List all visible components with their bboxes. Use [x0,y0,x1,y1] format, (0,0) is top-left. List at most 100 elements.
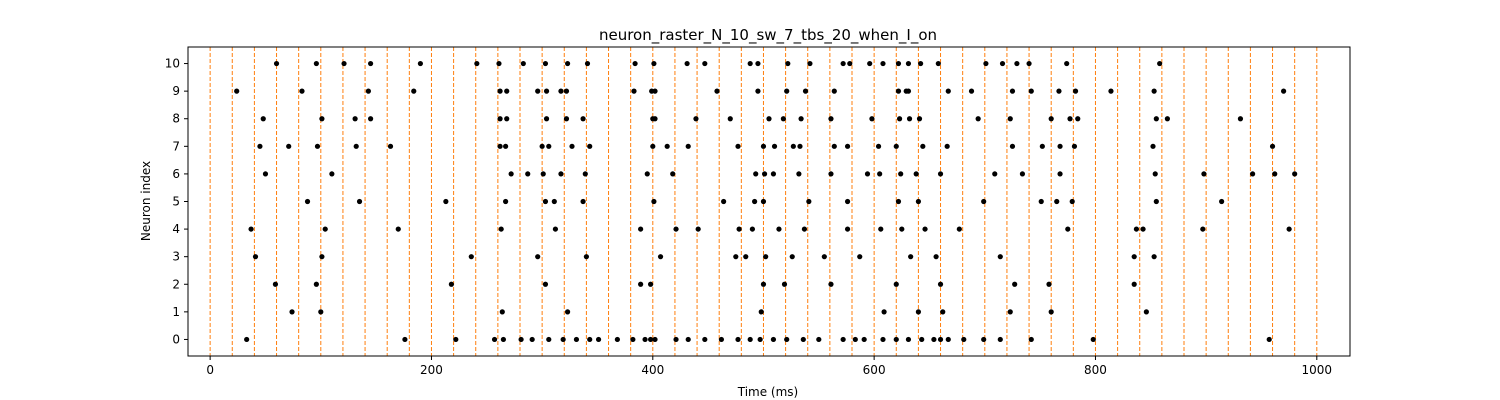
spike-point [1057,171,1063,177]
spike-point [905,88,912,94]
spike-point [1038,198,1044,205]
spike-point [647,281,654,287]
spike-point [893,281,899,287]
spike-point [852,336,858,343]
spike-point [869,116,875,122]
spike-point [368,60,374,67]
spike-point [1067,116,1073,122]
spike-point [1048,116,1054,122]
y-tick-label: 3 [172,250,180,264]
spike-point [844,143,851,149]
spike-point [905,60,912,67]
spike-point [685,336,691,343]
spike-point [981,198,987,205]
spike-point [587,336,593,343]
spike-point [1065,226,1071,232]
spike-point [771,143,778,149]
spike-point [248,226,254,232]
spike-point [816,336,822,343]
spike-point [368,116,374,122]
spike-point [915,309,922,315]
spike-point [497,88,503,94]
spike-point [652,88,658,94]
spike-point [770,336,777,343]
spike-point [573,336,580,343]
spike-point [999,60,1006,67]
y-axis-label: Neuron index [139,161,153,241]
spike-point [714,88,720,94]
spike-point [784,336,790,343]
spike-point [644,171,650,177]
spike-point [915,198,922,205]
spike-point [945,336,951,343]
y-ticks: 0 1 2 3 4 5 6 7 8 9 10 [165,57,188,346]
spike-point [898,171,904,177]
spike-point [402,336,408,343]
spike-point [508,171,514,177]
spike-point [319,254,325,260]
spike-point [1219,198,1225,205]
spike-point [647,336,654,343]
spike-point [1131,281,1137,287]
spike-point [821,254,827,260]
spike-point [975,116,981,122]
spike-point [546,143,552,149]
spike-point [908,254,914,260]
y-tick-label: 8 [172,112,180,126]
spike-point [749,226,756,232]
spike-point [657,254,664,260]
spike-point [981,336,987,343]
spike-point [763,254,769,260]
spike-point [770,171,777,177]
spike-point [651,198,657,205]
spike-point [864,171,871,177]
spike-point [552,226,559,232]
spike-point [234,88,240,94]
spike-point [831,143,837,149]
spike-point [806,198,812,205]
spike-point [539,143,545,149]
spike-point [736,226,742,232]
spike-point [1201,171,1207,177]
spike-point [673,226,679,232]
spike-point [1012,281,1018,287]
spike-point [702,336,708,343]
spike-point [919,336,925,343]
spike-point [443,198,449,205]
spike-point [802,88,809,94]
spike-point [735,336,741,343]
spike-point [341,60,347,67]
spike-point [329,171,335,177]
spike-point [652,336,658,343]
spike-point [956,226,962,232]
spike-point [417,60,423,67]
spike-point [244,336,250,343]
spike-point [564,60,571,67]
spike-point [906,116,913,122]
x-axis-label: Time (ms) [737,385,799,399]
spike-point [1056,88,1062,94]
spike-point [1200,226,1206,232]
spike-point [940,309,946,315]
spike-point [543,116,550,122]
spike-point [558,171,564,177]
spike-point [944,143,950,149]
spike-point [551,198,557,205]
spike-point [652,116,658,122]
spike-point [1292,171,1298,177]
spike-point [563,88,570,94]
spike-point [468,254,474,260]
spike-point [535,88,541,94]
spike-point [503,198,509,205]
spike-point [933,254,939,260]
spike-point [497,116,503,122]
chart-title: neuron_raster_N_10_sw_7_tbs_20_when_I_on [599,26,937,45]
spike-point [790,143,796,149]
spike-point [1152,171,1158,177]
spike-point [1153,198,1159,205]
spike-point [1057,143,1063,149]
spike-point [968,88,975,94]
spike-point [757,336,763,343]
spike-point [563,116,570,122]
spike-point [529,336,535,343]
